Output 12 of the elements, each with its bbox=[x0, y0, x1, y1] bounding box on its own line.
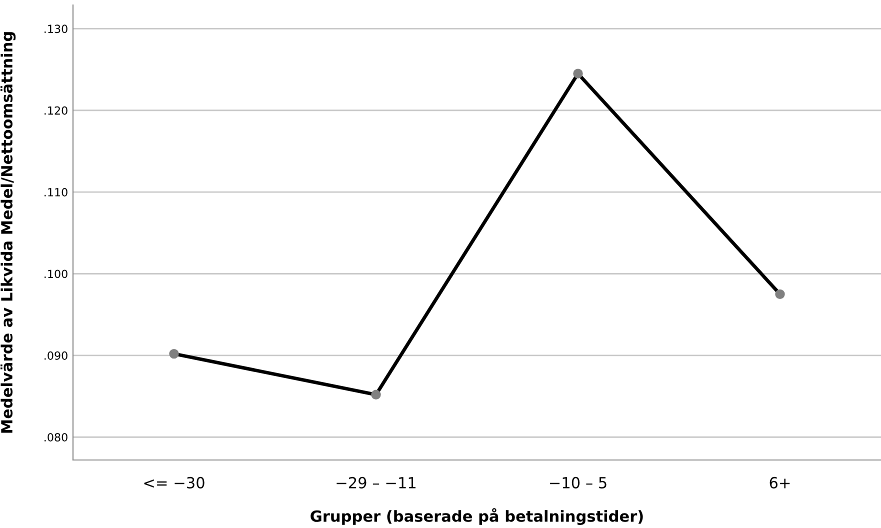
x-tick-label: −29 – −11 bbox=[336, 476, 416, 488]
y-tick-label: .090 bbox=[44, 351, 68, 360]
x-axis-title: Grupper (baserade på betalningstider) bbox=[310, 508, 643, 525]
x-tick-label: <= −30 bbox=[144, 476, 204, 488]
y-tick-label: .100 bbox=[44, 270, 68, 278]
y-tick-label: .120 bbox=[44, 106, 68, 115]
x-tick-label: −10 – 5 bbox=[550, 476, 606, 488]
y-tick-label: .110 bbox=[44, 188, 68, 196]
y-tick-label: .130 bbox=[44, 24, 68, 34]
y-tick-label: .080 bbox=[44, 433, 68, 442]
x-tick-label: 6+ bbox=[770, 476, 790, 488]
y-axis-title: Medelvärde av Likvida Medel/Nettoomsättning bbox=[0, 32, 16, 433]
